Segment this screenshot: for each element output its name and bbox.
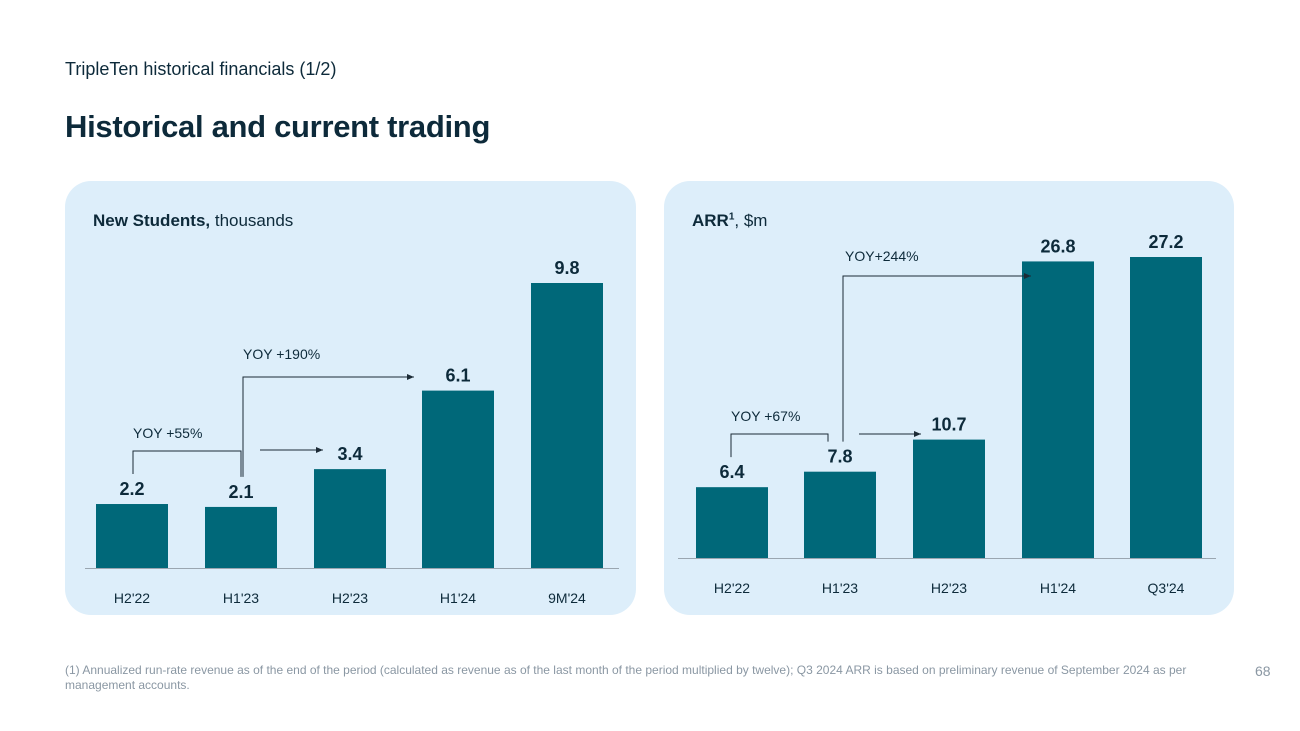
new-students-bar (96, 504, 168, 568)
new-students-value-label: 9.8 (554, 258, 579, 278)
arr-panel: ARR1, $m 6.4 H2'22 7.8 H1'23 10.7 H2'23 26.8 H1… (664, 181, 1234, 615)
new-students-value-label: 6.1 (445, 366, 470, 386)
new-students-value-label: 2.1 (228, 482, 253, 502)
arr-title-rest: , $m (734, 211, 768, 230)
arr-bar (1022, 261, 1094, 558)
arr-value-label: 26.8 (1040, 236, 1075, 256)
new-students-yoy-annotation: YOY +190% (243, 346, 320, 362)
arr-yoy-annotation: YOY +67% (731, 408, 800, 424)
arr-bar (913, 439, 985, 558)
arr-value-label: 6.4 (719, 462, 744, 482)
new-students-yoy-annotation: YOY +55% (133, 425, 202, 441)
arr-footnote-marker: 1 (728, 211, 735, 223)
arr-bar (696, 487, 768, 558)
new-students-category-label: H2'23 (332, 590, 368, 606)
page-subtitle: TripleTen historical financials (1/2) (65, 59, 337, 79)
new-students-category-label: H2'22 (114, 590, 150, 606)
arr-value-label: 7.8 (827, 447, 852, 467)
new-students-bar (314, 469, 386, 568)
new-students-title-bold: New Students, (93, 211, 211, 230)
arr-value-label: 10.7 (931, 415, 966, 435)
arr-category-label: H1'23 (822, 580, 858, 596)
new-students-category-label: H1'24 (440, 590, 476, 606)
arr-value-label: 27.2 (1148, 232, 1183, 252)
arr-chart-title: ARR1, $m (692, 211, 767, 231)
new-students-chart-title: New Students, thousands (93, 211, 293, 231)
arr-category-label: H2'23 (931, 580, 967, 596)
arr-yoy-bracket (730, 433, 829, 458)
new-students-bar (531, 283, 603, 568)
new-students-bar (422, 390, 494, 568)
new-students-category-label: H1'23 (223, 590, 259, 606)
arr-category-label: H2'22 (714, 580, 750, 596)
arr-title-bold: ARR1 (692, 211, 735, 230)
arr-bar (804, 471, 876, 558)
arr-category-label: Q3'24 (1148, 580, 1185, 596)
new-students-category-label: 9M'24 (548, 590, 586, 606)
arr-bar (1130, 257, 1202, 558)
page-title: Historical and current trading (65, 109, 491, 144)
new-students-bar (205, 506, 277, 568)
new-students-yoy-bracket (132, 450, 242, 477)
new-students-chart: 2.2 H2'22 2.1 H1'23 3.4 H2'23 6.1 H1'24 9.8 9M'24… (85, 258, 619, 606)
page-number: 68 (1255, 663, 1271, 679)
arr-chart: 6.4 H2'22 7.8 H1'23 10.7 H2'23 26.8 H1'24 27.2 Q3… (678, 232, 1216, 596)
new-students-yoy-bracket (242, 374, 414, 477)
arr-yoy-bracket (842, 273, 1031, 442)
arr-yoy-annotation: YOY+244% (845, 248, 919, 264)
footnote: (1) Annualized run-rate revenue as of th… (65, 663, 1187, 692)
new-students-value-label: 3.4 (337, 444, 362, 464)
new-students-panel: New Students, thousands 2.2 H2'22 2.1 H1'23… (65, 181, 636, 615)
arr-category-label: H1'24 (1040, 580, 1076, 596)
new-students-value-label: 2.2 (119, 479, 144, 499)
new-students-title-rest: thousands (210, 211, 294, 230)
